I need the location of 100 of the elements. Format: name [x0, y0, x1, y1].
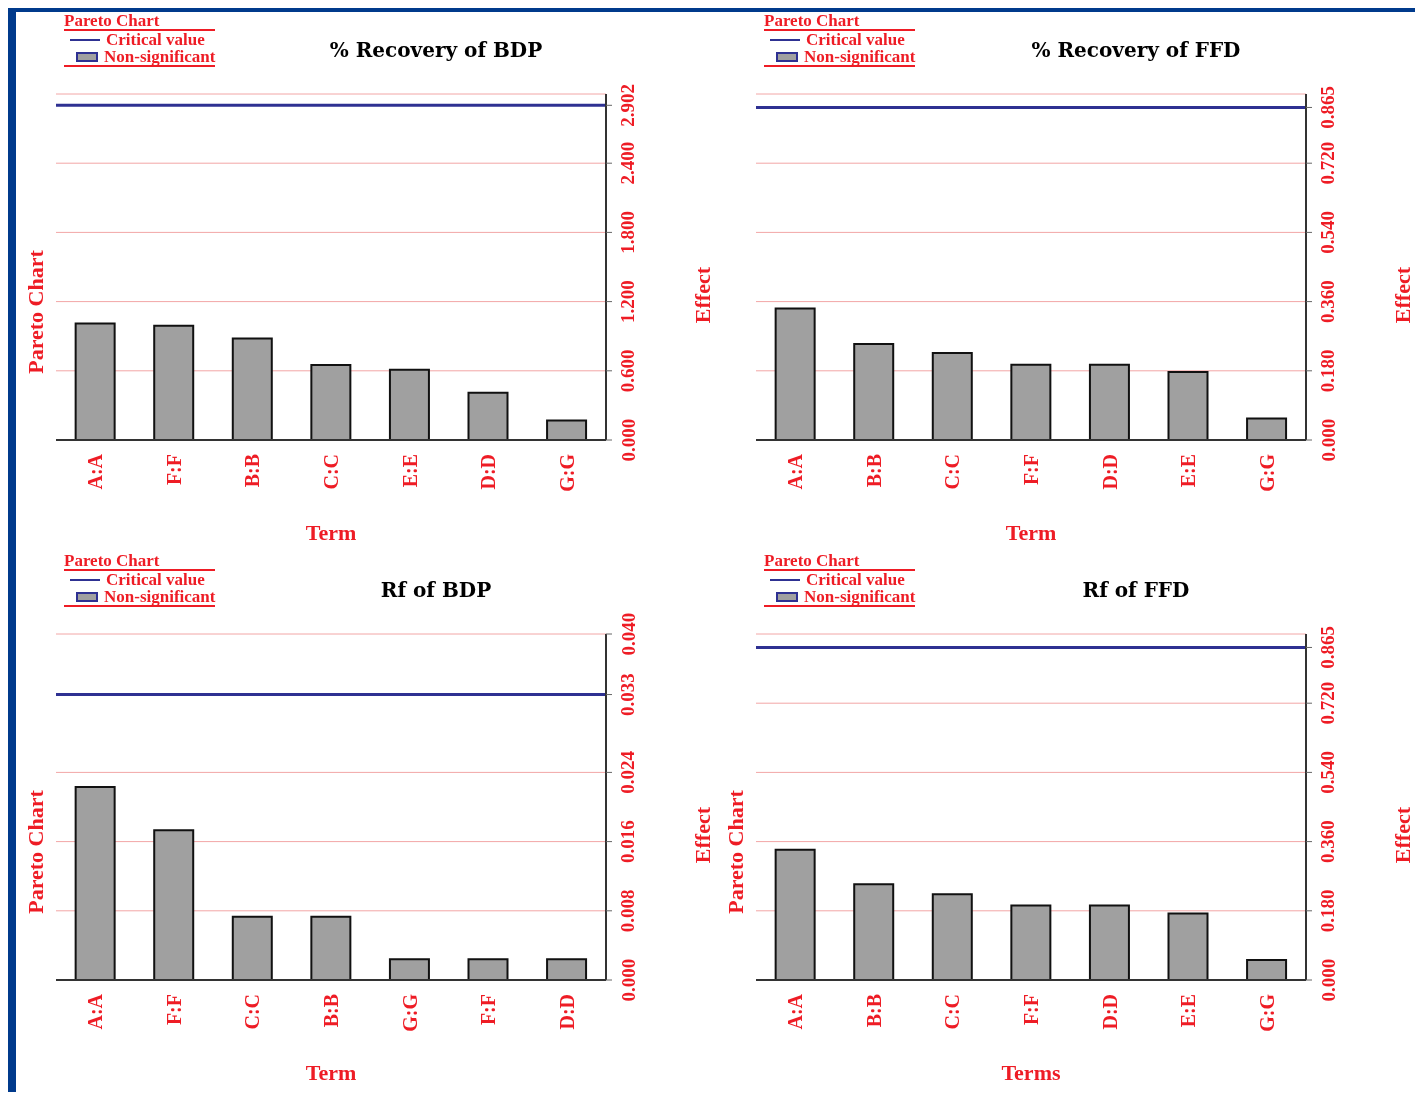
bar: [853, 883, 895, 980]
bar: [1088, 363, 1130, 440]
bar: [467, 391, 509, 440]
bar: [310, 915, 352, 980]
x-tick-label: F:F: [1020, 994, 1042, 1026]
bar: [1167, 912, 1209, 980]
legend-title: Pareto Chart: [764, 11, 916, 31]
bar: [467, 958, 509, 980]
bar: [1088, 904, 1130, 980]
bar: [388, 958, 430, 980]
legend-label: Critical value: [806, 30, 905, 49]
y-tick-label: 0.024: [617, 750, 639, 794]
x-tick-label: F:F: [162, 454, 185, 486]
x-tick-label: A:A: [784, 453, 807, 490]
text: Pareto Chart: [23, 250, 49, 374]
x-axis-title: Term: [305, 520, 357, 545]
y-axis-title: Effect: [1389, 806, 1415, 864]
chart-title: % Recovery of BDP: [328, 38, 544, 62]
x-tick-label: C:C: [941, 994, 964, 1030]
y-tick-label: 0.040: [617, 612, 639, 656]
bar: [931, 893, 973, 980]
y-tick-label: 0.016: [617, 820, 639, 863]
x-tick-label: C:C: [320, 454, 342, 490]
x-tick-label: D:D: [1098, 994, 1121, 1030]
x-tick-label: F:F: [162, 994, 185, 1026]
bar: [74, 786, 116, 980]
bar: [546, 958, 588, 980]
bar: [931, 352, 973, 440]
legend-label: Critical value: [106, 570, 205, 589]
bar: [388, 368, 430, 440]
legend-label: Critical value: [106, 30, 205, 49]
y-tick-label: 0.000: [617, 418, 639, 462]
x-tick-label: B:B: [862, 994, 885, 1028]
bar: [546, 419, 588, 440]
x-tick-label: G:G: [555, 453, 578, 492]
bar: [853, 342, 895, 440]
legend-label: Critical value: [806, 570, 905, 589]
y-tick-label: 0.180: [1317, 889, 1339, 933]
bar: [1246, 417, 1288, 440]
x-tick-label: E:E: [398, 454, 421, 488]
y-tick-label: 0.865: [1317, 86, 1339, 129]
chart-title: % Recovery of FFD: [1030, 38, 1242, 62]
bar: [1010, 904, 1052, 980]
bar: [310, 364, 352, 440]
x-tick-label: A:A: [784, 993, 807, 1030]
x-tick-label: D:D: [1098, 454, 1121, 490]
bar: [774, 307, 816, 440]
x-tick-label: G:G: [1255, 453, 1278, 492]
bar: [74, 322, 116, 440]
y-tick-label: 0.720: [1317, 681, 1339, 725]
x-tick-label: A:A: [84, 993, 107, 1030]
x-tick-label: C:C: [241, 994, 264, 1030]
bar: [774, 848, 816, 980]
x-axis-title: Terms: [1001, 1060, 1061, 1085]
legend-title: Pareto Chart: [764, 551, 916, 571]
y-tick-label: 0.008: [617, 889, 639, 933]
y-tick-label: 0.360: [1317, 820, 1339, 863]
y-tick-label: 0.865: [1317, 626, 1339, 669]
x-tick-label: B:B: [241, 454, 264, 488]
x-tick-label: D:D: [477, 454, 500, 490]
bar: [153, 829, 195, 980]
x-tick-label: E:E: [1177, 454, 1200, 488]
legend-title: Pareto Chart: [64, 11, 216, 31]
y-tick-label: 0.360: [1317, 280, 1339, 323]
x-tick-label: F:F: [1020, 454, 1042, 486]
y-tick-label: 0.000: [1317, 958, 1339, 1002]
x-tick-label: G:G: [398, 993, 421, 1032]
x-axis-title: Term: [305, 1060, 357, 1085]
y-tick-label: 1.200: [617, 280, 639, 323]
y-tick-label: 0.600: [617, 349, 639, 393]
y-axis-title: Effect: [689, 266, 715, 324]
y-tick-label: 0.540: [1317, 751, 1339, 794]
text: Pareto Chart: [723, 790, 749, 914]
text: Pareto Chart: [23, 790, 49, 914]
y-tick-label: 0.000: [1317, 418, 1339, 462]
bar: [1167, 370, 1209, 440]
bar: [1010, 363, 1052, 440]
chart-title: Rf of BDP: [379, 578, 493, 602]
legend-label: Non-significant: [104, 587, 216, 606]
legend-title: Pareto Chart: [64, 551, 216, 571]
chart-title: Rf of FFD: [1081, 578, 1191, 602]
bar: [153, 324, 195, 440]
x-tick-label: F:F: [477, 994, 500, 1026]
legend-label: Non-significant: [804, 47, 916, 66]
bar: [231, 337, 273, 440]
y-axis-title: Effect: [1389, 266, 1415, 324]
x-tick-label: G:G: [1255, 993, 1278, 1032]
y-tick-label: 2.902: [617, 83, 639, 127]
y-tick-label: 1.800: [617, 211, 639, 254]
x-tick-label: B:B: [320, 994, 342, 1028]
y-tick-label: 2.400: [617, 141, 639, 185]
x-tick-label: D:D: [555, 994, 578, 1030]
y-tick-label: 0.540: [1317, 211, 1339, 254]
x-tick-label: B:B: [862, 454, 885, 488]
y-tick-label: 0.720: [1317, 141, 1339, 185]
y-axis-title: Effect: [689, 806, 715, 864]
x-tick-label: C:C: [941, 454, 964, 490]
y-tick-label: 0.000: [617, 958, 639, 1002]
bar: [1246, 959, 1288, 980]
bar: [231, 915, 273, 980]
